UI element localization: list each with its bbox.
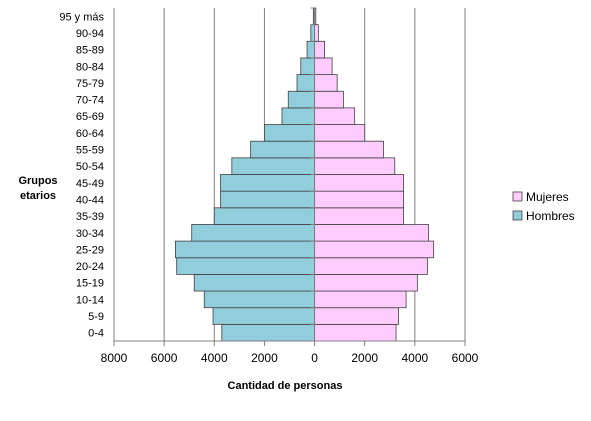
category-label: 50-54 xyxy=(76,161,104,173)
bar-mujeres-5-9 xyxy=(314,307,399,325)
bar-mujeres-20-24 xyxy=(314,257,428,275)
x-tick-label: 8000 xyxy=(101,351,128,365)
bar-mujeres-0-4 xyxy=(314,323,397,342)
bar-hombres-5-9 xyxy=(212,307,315,325)
bar-mujeres-75-79 xyxy=(314,74,338,92)
category-label: 75-79 xyxy=(76,78,104,90)
y-axis-title: Grupos etarios xyxy=(18,175,57,202)
category-label: 90-94 xyxy=(76,28,104,40)
x-tick-label: 6000 xyxy=(452,351,479,365)
bar-hombres-10-14 xyxy=(203,290,315,309)
bar-mujeres-25-29 xyxy=(314,240,435,259)
legend: Mujeres Hombres xyxy=(512,190,575,223)
bar-mujeres-15-19 xyxy=(314,273,418,292)
x-tick-label: 2000 xyxy=(251,351,278,365)
bar-mujeres-45-49 xyxy=(314,174,404,192)
bar-mujeres-65-69 xyxy=(314,107,356,125)
category-label: 25-29 xyxy=(76,244,104,256)
bar-mujeres-85-89 xyxy=(314,40,326,59)
bar-hombres-30-34 xyxy=(191,224,315,242)
bar-hombres-85-89 xyxy=(306,40,315,59)
bar-mujeres-10-14 xyxy=(314,290,407,309)
bar-mujeres-30-34 xyxy=(314,224,430,242)
x-tick-label: 4000 xyxy=(402,351,429,365)
bar-hombres-20-24 xyxy=(176,257,315,275)
bar-mujeres-60-64 xyxy=(314,124,366,142)
bar-mujeres-35-39 xyxy=(314,207,404,225)
legend-label-mujeres: Mujeres xyxy=(526,190,569,204)
bar-hombres-45-49 xyxy=(220,174,315,192)
category-label: 40-44 xyxy=(76,194,104,206)
category-label: 80-84 xyxy=(76,61,104,73)
category-label: 70-74 xyxy=(76,95,104,107)
bar-hombres-15-19 xyxy=(193,273,315,292)
bars xyxy=(175,7,435,342)
category-label: 55-59 xyxy=(76,145,104,157)
legend-swatch-mujeres xyxy=(512,191,523,202)
bar-hombres-25-29 xyxy=(175,240,315,259)
bar-mujeres-70-74 xyxy=(314,90,344,109)
bar-hombres-0-4 xyxy=(221,323,315,342)
legend-label-hombres: Hombres xyxy=(526,209,575,223)
category-label: 65-69 xyxy=(76,111,104,123)
category-label: 85-89 xyxy=(76,45,104,57)
bar-hombres-65-69 xyxy=(281,107,315,125)
category-label: 95 y más xyxy=(59,11,104,23)
category-label: 0-4 xyxy=(88,328,104,340)
bar-hombres-60-64 xyxy=(264,124,315,142)
y-axis-title-line: Grupos xyxy=(18,175,57,187)
bar-hombres-55-59 xyxy=(250,140,315,159)
x-tick-label: 2000 xyxy=(351,351,378,365)
bar-mujeres-80-84 xyxy=(314,57,333,76)
x-tick-label: 6000 xyxy=(151,351,178,365)
legend-swatch-hombres xyxy=(512,210,523,221)
category-label: 5-9 xyxy=(88,311,104,323)
y-axis-title-line: etarios xyxy=(20,190,56,202)
bar-hombres-75-79 xyxy=(296,74,315,92)
category-label: 45-49 xyxy=(76,178,104,190)
bar-mujeres-50-54 xyxy=(314,157,396,175)
bar-hombres-70-74 xyxy=(287,90,315,109)
x-axis-title: Cantidad de personas xyxy=(228,380,343,392)
x-tick-label: 4000 xyxy=(201,351,228,365)
category-label: 10-14 xyxy=(76,294,104,306)
category-label: 60-64 xyxy=(76,128,104,140)
bar-hombres-50-54 xyxy=(231,157,315,175)
category-label: 15-19 xyxy=(76,278,104,290)
bar-mujeres-40-44 xyxy=(314,190,404,209)
bar-hombres-80-84 xyxy=(300,57,315,76)
bar-mujeres-55-59 xyxy=(314,140,384,159)
category-label: 30-34 xyxy=(76,228,104,240)
bar-mujeres-90-94 xyxy=(314,24,319,42)
category-label: 20-24 xyxy=(76,261,104,273)
x-tick-labels: 8000 6000 4000 2000 0 2000 4000 6000 xyxy=(101,351,479,365)
bar-hombres-40-44 xyxy=(220,190,315,209)
x-tick-label: 0 xyxy=(311,351,318,365)
axes xyxy=(113,7,466,346)
category-labels: 0-4 5-9 10-14 15-19 20-24 25-29 30-34 35-39 40-4… xyxy=(59,11,104,339)
bar-hombres-90-94 xyxy=(310,24,315,42)
category-label: 35-39 xyxy=(76,211,104,223)
bar-hombres-35-39 xyxy=(213,207,315,225)
